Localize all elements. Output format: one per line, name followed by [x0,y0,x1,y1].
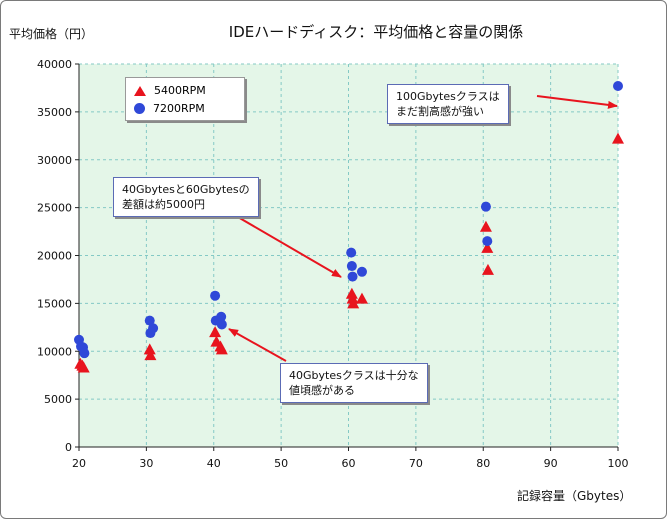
triangle-point [144,349,157,361]
arrow-100 [536,95,618,109]
circle-point [216,319,227,330]
triangle-point [143,343,156,355]
y-tick-label: 20000 [37,250,72,263]
circle-point [79,348,90,359]
circle-point [356,266,367,277]
circle-point [480,201,491,212]
x-tick-label: 70 [409,457,423,470]
triangle-point [481,263,494,275]
triangle-point [215,343,228,355]
triangle-point [346,292,359,304]
y-axis-label: 平均価格（円） [9,27,94,41]
tick-labels: 0 5000 10000 15000 20000 25000 30000 35000 40000… [37,58,629,470]
axes [75,63,619,451]
circle-point [148,323,159,334]
circle-point [482,236,493,247]
callout-100gb: 100Gbytesクラスは まだ割高感が強い [387,84,509,124]
triangle-point [481,241,494,253]
x-tick-label: 80 [476,457,490,470]
circle-marker-icon [134,103,145,114]
legend-label-7200: 7200RPM [153,102,205,115]
arrow-40 [228,328,287,362]
circle-point [216,311,227,322]
x-tick-label: 90 [544,457,558,470]
arrow-40-60 [230,212,342,278]
legend-item-5400: 5400RPM [134,84,206,97]
callout-arrows [228,95,618,362]
x-tick-label: 100 [608,457,629,470]
triangle-point [209,326,222,338]
triangle-marker-icon [134,85,146,96]
chart-title: IDEハードディスク：平均価格と容量の関係 [228,23,524,41]
y-tick-label: 25000 [37,202,72,215]
legend-label-5400: 5400RPM [154,84,206,97]
circle-point [347,271,358,282]
circle-point [346,261,357,272]
y-tick-label: 10000 [37,345,72,358]
x-tick-label: 20 [72,457,86,470]
y-tick-label: 0 [65,441,72,454]
y-tick-label: 5000 [44,393,72,406]
x-tick-label: 60 [342,457,356,470]
triangle-point [612,132,624,144]
circle-point [346,247,357,258]
data-points [74,81,624,373]
circle-point [613,81,623,92]
circle-point [144,315,155,326]
callout-40gb: 40Gbytesクラスは十分な 値頃感がある [280,363,428,403]
y-tick-label: 40000 [37,58,72,71]
x-axis-label: 記録容量（Gbytes） [517,489,632,503]
callout-40-60gb: 40Gbytesと60Gbytesの 差額は約5000円 [113,177,259,217]
triangle-point [345,287,358,299]
x-tick-label: 50 [274,457,288,470]
circle-point [210,290,221,301]
x-tick-label: 40 [207,457,221,470]
triangle-point [355,292,368,304]
triangle-point [479,220,492,232]
y-tick-label: 30000 [37,154,72,167]
triangle-point [347,297,360,309]
y-tick-label: 15000 [37,297,72,310]
triangle-point [77,361,90,373]
legend-item-7200: 7200RPM [134,102,205,115]
x-tick-label: 30 [139,457,153,470]
y-tick-label: 35000 [37,106,72,119]
legend: 5400RPM 7200RPM [125,77,245,121]
